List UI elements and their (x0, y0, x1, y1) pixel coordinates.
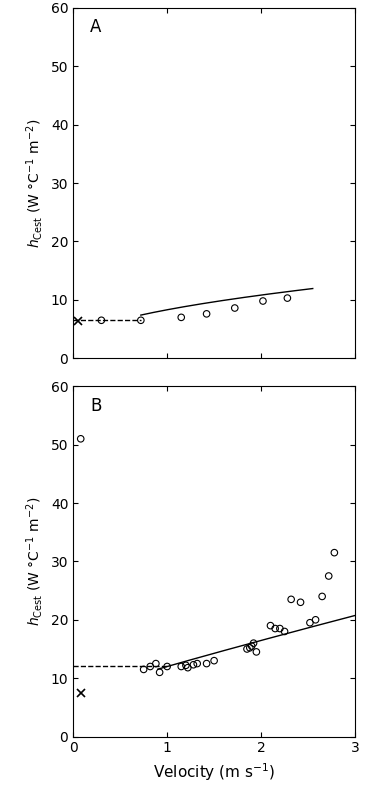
Point (191, 658, 197, 671)
Point (211, 654, 217, 667)
Point (326, 569, 332, 582)
X-axis label: Velocity (m s$^{-1}$): Velocity (m s$^{-1}$) (153, 761, 275, 782)
Point (232, 302, 238, 314)
Point (194, 657, 200, 670)
Point (288, 593, 294, 606)
Point (319, 590, 325, 603)
Point (183, 659, 189, 672)
Point (203, 657, 209, 670)
Point (260, 295, 266, 307)
Point (98, 314, 104, 326)
Point (253, 645, 259, 658)
Text: A: A (90, 18, 101, 36)
Text: B: B (90, 397, 101, 415)
Point (141, 663, 146, 676)
Point (307, 616, 313, 629)
Point (251, 637, 257, 649)
Point (249, 640, 255, 653)
Point (268, 619, 273, 632)
Point (185, 661, 191, 674)
Point (332, 546, 337, 559)
Point (138, 314, 144, 326)
Point (284, 291, 290, 304)
Point (244, 642, 250, 655)
Y-axis label: $h_{\mathrm{Cest}}$ (W °C$^{-1}$ m$^{-2}$): $h_{\mathrm{Cest}}$ (W °C$^{-1}$ m$^{-2}… (24, 119, 45, 248)
Point (153, 657, 159, 670)
Point (147, 661, 153, 673)
Point (282, 625, 288, 638)
Point (272, 623, 278, 635)
Point (178, 311, 184, 324)
Point (78, 432, 84, 445)
Point (298, 596, 303, 608)
Point (157, 666, 163, 679)
Point (203, 307, 209, 320)
Point (247, 642, 253, 654)
Point (277, 623, 283, 635)
Point (164, 661, 170, 673)
Point (313, 614, 318, 626)
Y-axis label: $h_{\mathrm{Cest}}$ (W °C$^{-1}$ m$^{-2}$): $h_{\mathrm{Cest}}$ (W °C$^{-1}$ m$^{-2}… (24, 497, 45, 626)
Point (178, 661, 184, 673)
